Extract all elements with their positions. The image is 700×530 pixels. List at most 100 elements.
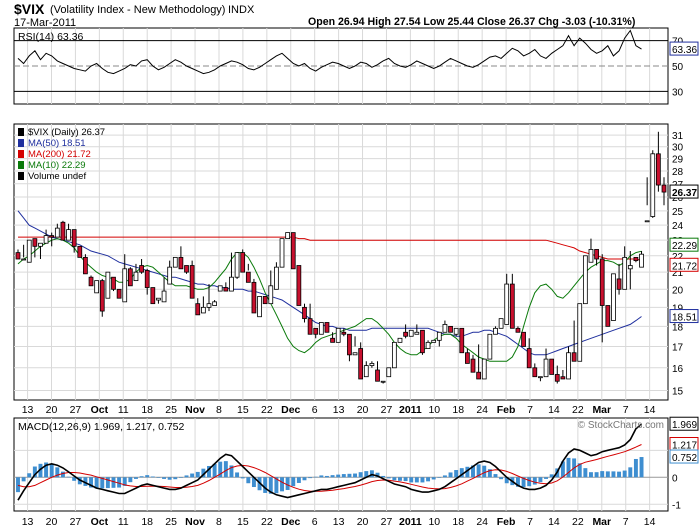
candle: [408, 329, 414, 337]
candle: [285, 232, 291, 240]
x-tick-label: 14: [644, 404, 656, 416]
macd-histogram-bar: [504, 477, 509, 484]
candle: [133, 271, 139, 282]
candle: [262, 296, 268, 305]
x-tick-label: 25: [165, 516, 177, 528]
macd-histogram-bar: [162, 477, 167, 479]
macd-histogram-bar: [296, 477, 301, 483]
x-tick-label: 22: [572, 404, 584, 416]
macd-histogram-bar: [448, 472, 453, 478]
x-tick-label: Dec: [281, 516, 300, 528]
rsi-last-label-box: [669, 41, 699, 56]
macd-histogram-bar: [89, 477, 93, 488]
macd-histogram-bar: [409, 477, 414, 483]
macd-histogram-bar: [589, 472, 593, 478]
x-tick-label: 13: [333, 516, 345, 528]
x-tick-label: 13: [22, 404, 34, 416]
rsi-y-tick: 50: [672, 62, 684, 73]
candle: [515, 327, 521, 333]
candle: [144, 270, 150, 288]
x-tick-label: 18: [452, 404, 464, 416]
candle: [571, 352, 577, 362]
macd-histogram-bar: [482, 465, 487, 478]
candle: [268, 285, 274, 305]
x-tick-label: 10: [428, 516, 440, 528]
hist-last-label: 0.752: [672, 453, 697, 464]
macd-histogram-bar: [150, 476, 155, 478]
candle: [549, 358, 555, 375]
candle: [498, 318, 504, 329]
ma200-last-label-box: [669, 257, 699, 272]
macd-histogram-bar: [442, 475, 447, 478]
x-tick-label: 13: [22, 516, 34, 528]
candle: [105, 271, 111, 299]
candle: [554, 374, 560, 382]
candle: [425, 341, 431, 349]
chart-date: 17-Mar-2011: [14, 17, 77, 29]
candle: [616, 278, 622, 290]
price-y-tick: 29: [672, 155, 684, 166]
macd-histogram-bar: [207, 465, 211, 478]
price-y-tick: 31: [672, 131, 684, 142]
candle: [566, 352, 571, 380]
macd-histogram-bar: [223, 461, 228, 478]
security-name: (Volatility Index - New Methodology): [50, 4, 226, 16]
candle: [15, 252, 21, 260]
legend-swatch: [18, 150, 24, 158]
candle: [195, 303, 201, 316]
macd-histogram-bar: [386, 477, 391, 479]
macd-histogram-bar: [111, 477, 116, 488]
price-y-tick: 28: [672, 167, 684, 178]
x-tick-label: 10: [428, 404, 440, 416]
macd-last-label-box: [669, 416, 699, 431]
rsi-last-label: 63.36: [672, 45, 697, 56]
candle: [302, 306, 307, 320]
macd-histogram-bar: [190, 473, 195, 478]
macd-histogram-bar: [251, 477, 256, 488]
macd-histogram-bar: [66, 476, 71, 478]
macd-histogram-bar: [617, 471, 622, 478]
candle: [352, 352, 358, 356]
macd-histogram-bar: [364, 471, 369, 478]
price-y-tick: 21: [672, 268, 684, 279]
candle: [116, 288, 122, 299]
candle: [622, 256, 628, 290]
macd-histogram-bar: [27, 473, 32, 478]
rsi-title: RSI(14) 63.36: [18, 31, 84, 43]
macd-histogram-bar: [83, 477, 88, 486]
macd-histogram-bar: [454, 470, 459, 478]
candle: [122, 268, 128, 303]
candle: [66, 229, 71, 241]
candle: [223, 287, 229, 292]
candle: [279, 238, 285, 268]
ma50-last-label: 18.51: [672, 313, 697, 324]
candle: [633, 256, 639, 262]
candle: [21, 258, 26, 261]
x-tick-label: Feb: [497, 516, 516, 528]
macd-histogram-bar: [465, 466, 470, 478]
macd-histogram-bar: [347, 473, 352, 478]
macd-histogram-bar: [145, 475, 150, 478]
x-tick-label: 15: [237, 404, 249, 416]
candle: [201, 306, 206, 314]
macd-histogram-bar: [560, 461, 565, 478]
x-tick-label: 22: [261, 404, 273, 416]
candle: [391, 341, 397, 369]
candle: [436, 331, 442, 341]
candle: [324, 322, 330, 333]
symbol: $VIX: [14, 1, 45, 17]
candle: [605, 305, 611, 327]
macd-histogram-bar: [583, 468, 588, 478]
price-y-tick: 18: [672, 322, 684, 333]
candle: [150, 287, 156, 305]
macd-histogram-bar: [566, 457, 571, 478]
candle: [611, 273, 616, 321]
legend-swatch: [18, 172, 24, 180]
macd-histogram-bar: [476, 464, 481, 478]
macd-histogram-bar: [471, 465, 475, 478]
macd-histogram-bar: [459, 468, 464, 478]
macd-histogram-bar: [639, 457, 644, 478]
candle: [26, 239, 32, 263]
price-y-tick: 20: [672, 285, 684, 296]
ma50-line: [17, 210, 642, 356]
